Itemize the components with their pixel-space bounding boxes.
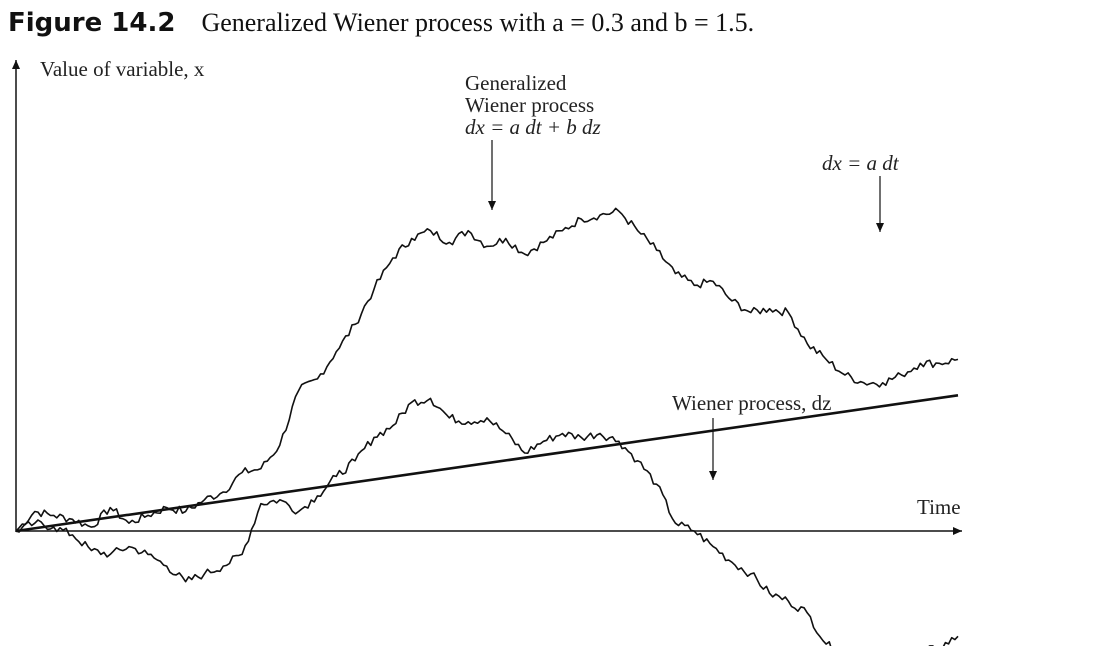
generalized-wiener-line xyxy=(15,207,959,532)
series-layer xyxy=(15,207,959,646)
wiener-line xyxy=(15,397,959,646)
wiener-label: Wiener process, dz xyxy=(672,391,832,415)
drift-line xyxy=(15,394,959,533)
wiener-annotation: Wiener process, dz xyxy=(672,391,832,480)
gwp-label-line1: Generalized xyxy=(465,71,567,95)
drift-formula: dx = a dt xyxy=(822,151,900,175)
drift-annotation: dx = a dt xyxy=(822,151,900,232)
y-axis-label-line1: Value of variable, x xyxy=(40,57,205,81)
gwp-label-line2: Wiener process xyxy=(465,93,594,117)
figure-caption: Generalized Wiener process with a = 0.3 … xyxy=(201,8,755,37)
figure-title: Figure 14.2 Generalized Wiener process wi… xyxy=(8,8,754,38)
x-axis-label: Time xyxy=(917,495,961,519)
generalized-wiener-annotation: Generalized Wiener process dx = a dt + b… xyxy=(465,71,601,210)
gwp-formula: dx = a dt + b dz xyxy=(465,115,601,139)
figure-label: Figure 14.2 xyxy=(8,8,176,38)
